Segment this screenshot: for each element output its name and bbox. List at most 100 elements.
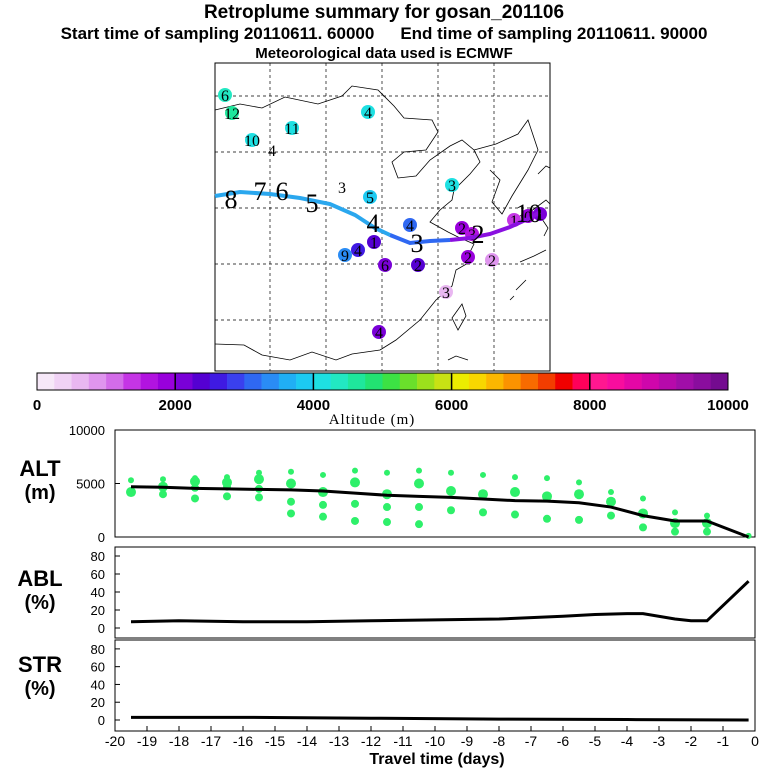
colorbar-cell bbox=[157, 373, 176, 390]
alt-cluster-point bbox=[351, 516, 359, 525]
colorbar-tick-label: 0 bbox=[33, 397, 41, 414]
colorbar-cell bbox=[54, 373, 72, 390]
colorbar-cell bbox=[123, 373, 141, 390]
alt-unit: (m) bbox=[24, 482, 55, 504]
colorbar-tick-labels: 0 2000 4000 6000 8000 10000 bbox=[33, 397, 749, 414]
alt-cluster-points bbox=[126, 467, 752, 539]
alt-y-tick-label: 10000 bbox=[69, 423, 105, 438]
alt-cluster-point bbox=[544, 475, 550, 482]
alt-cluster-point bbox=[414, 478, 424, 489]
x-tick-label: -7 bbox=[525, 733, 538, 749]
altitude-colorbar: 0 2000 4000 6000 8000 10000 Altitude (m) bbox=[33, 372, 749, 428]
colorbar-cell bbox=[382, 373, 401, 390]
alt-y-tick-label: 0 bbox=[98, 530, 105, 545]
x-tick-label: -13 bbox=[329, 733, 349, 749]
pct-y-tick-label: 80 bbox=[91, 642, 105, 657]
alt-cluster-point bbox=[352, 467, 358, 474]
x-tick-label: 0 bbox=[751, 733, 759, 749]
colorbar-cell bbox=[555, 373, 573, 390]
colorbar-cell bbox=[313, 373, 331, 390]
alt-cluster-point bbox=[384, 469, 390, 476]
trajectory-day-number: 6 bbox=[276, 177, 289, 206]
x-tick-label: -10 bbox=[425, 733, 445, 749]
plume-marker bbox=[411, 258, 425, 272]
alt-cluster-point bbox=[671, 527, 679, 536]
alt-cluster-point bbox=[351, 499, 359, 508]
colorbar-cell bbox=[71, 373, 90, 390]
colorbar-cell bbox=[347, 373, 366, 390]
colorbar-cell bbox=[589, 373, 608, 390]
plume-marker bbox=[225, 106, 239, 120]
plume-label: 3 bbox=[468, 227, 476, 244]
str-unit: (%) bbox=[24, 678, 55, 700]
colorbar-cell bbox=[227, 373, 245, 390]
alt-cluster-point bbox=[128, 477, 134, 484]
alt-cluster-point bbox=[287, 497, 295, 506]
plume-label: 2 bbox=[464, 250, 472, 267]
plume-marker bbox=[439, 285, 453, 299]
abl-y-ticks: 80 60 40 20 0 bbox=[91, 549, 120, 636]
alt-cluster-point bbox=[159, 490, 167, 499]
map-gridlines bbox=[215, 63, 550, 371]
colorbar-cell bbox=[417, 373, 435, 390]
alt-cluster-point bbox=[415, 520, 423, 529]
pct-y-tick-label: 80 bbox=[91, 549, 105, 564]
alt-cluster-point bbox=[542, 491, 552, 502]
trajectory-path bbox=[214, 189, 391, 237]
x-tick-label: -4 bbox=[621, 733, 634, 749]
alt-cluster-point bbox=[320, 471, 326, 478]
pct-y-tick-label: 0 bbox=[98, 713, 105, 728]
pct-y-tick-label: 0 bbox=[98, 621, 105, 636]
plume-label: 4 bbox=[364, 105, 372, 122]
plume-marker bbox=[461, 250, 475, 264]
alt-cluster-point bbox=[479, 508, 487, 517]
x-tick-label: -6 bbox=[557, 733, 570, 749]
alt-cluster-point bbox=[190, 476, 200, 487]
alt-cluster-point bbox=[288, 468, 294, 475]
alt-y-ticks: 10000 5000 0 bbox=[69, 423, 120, 545]
abl-unit: (%) bbox=[24, 592, 55, 614]
plume-label: 9 bbox=[341, 248, 349, 265]
colorbar-cell bbox=[37, 373, 55, 390]
pct-y-tick-label: 20 bbox=[91, 695, 105, 710]
colorbar-cell bbox=[710, 373, 729, 390]
colorbar-cell bbox=[399, 373, 418, 390]
alt-cluster-point bbox=[480, 471, 486, 478]
alt-cluster-point bbox=[319, 500, 327, 509]
plume-marker bbox=[361, 105, 375, 119]
colorbar-cell bbox=[537, 373, 556, 390]
plume-label: 6 bbox=[221, 88, 229, 105]
x-tick-label: -17 bbox=[201, 733, 221, 749]
x-tick-label: -5 bbox=[589, 733, 602, 749]
trajectory-day-number: 3 bbox=[411, 229, 424, 258]
trajectory-day-number: 5 bbox=[306, 189, 319, 218]
plume-label: 4 bbox=[354, 243, 362, 260]
colorbar-cell bbox=[192, 373, 211, 390]
colorbar-cell bbox=[468, 373, 487, 390]
time-series-panels: ALT (m) ABL (%) STR (%) 10000 5000 0 80 60 4… bbox=[17, 423, 759, 768]
alt-cluster-point bbox=[575, 515, 583, 524]
alt-panel-frame bbox=[114, 429, 756, 538]
colorbar-cell bbox=[486, 373, 504, 390]
alt-cluster-point bbox=[543, 514, 551, 523]
alt-cluster-point bbox=[223, 492, 231, 501]
plume-marker bbox=[245, 133, 259, 147]
plume-marker bbox=[485, 253, 499, 267]
x-tick-label: -1 bbox=[717, 733, 730, 749]
plume-label: 3 bbox=[338, 180, 346, 197]
colorbar-cell bbox=[261, 373, 280, 390]
trajectory-day-number: 0 bbox=[529, 199, 542, 228]
x-axis-label: Travel time (days) bbox=[369, 751, 504, 768]
alt-cluster-point bbox=[511, 510, 519, 519]
x-axis-ticks: -20 -19 -18 -17 -16 -15 -14 -13 -12 -11 -10 -9 -8 -7-… bbox=[105, 726, 759, 749]
x-tick-label: -3 bbox=[653, 733, 666, 749]
plume-label: 3 bbox=[442, 285, 450, 302]
str-label: STR bbox=[18, 652, 62, 677]
alt-cluster-point bbox=[160, 476, 166, 483]
colorbar-cells bbox=[37, 373, 729, 390]
alt-cluster-point bbox=[607, 511, 615, 520]
plume-marker bbox=[372, 325, 386, 339]
alt-cluster-point bbox=[703, 527, 711, 536]
